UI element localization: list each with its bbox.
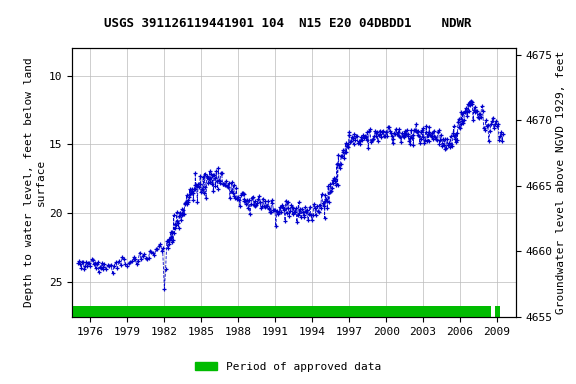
Legend: Period of approved data: Period of approved data: [191, 358, 385, 377]
Y-axis label: Groundwater level above NGVD 1929, feet: Groundwater level above NGVD 1929, feet: [556, 51, 566, 314]
Y-axis label: Depth to water level, feet below land
surface: Depth to water level, feet below land su…: [24, 58, 46, 307]
Text: USGS 391126119441901 104  N15 E20 04DBDD1    NDWR: USGS 391126119441901 104 N15 E20 04DBDD1…: [104, 17, 472, 30]
